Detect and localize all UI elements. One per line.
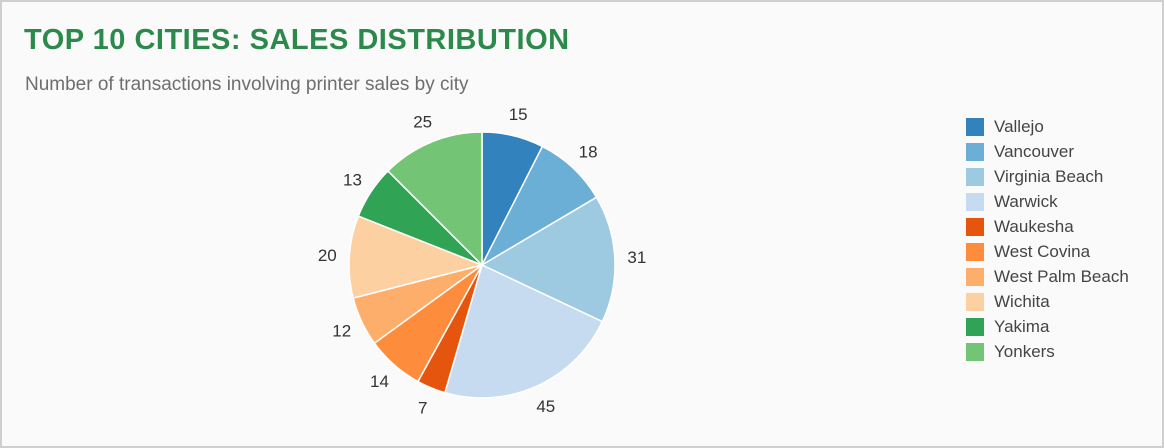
data-label-vallejo: 15 [509, 105, 528, 124]
legend-swatch [966, 167, 984, 186]
legend-swatch [966, 192, 984, 211]
legend-label: Wichita [994, 292, 1050, 312]
legend-label: West Covina [994, 242, 1091, 262]
legend-label: West Palm Beach [994, 267, 1129, 287]
pie-slice-warwick[interactable] [443, 263, 604, 399]
data-label-yonkers: 25 [413, 112, 432, 131]
chart-legend: Vallejo Vancouver Virginia Beach Warwick Wau… [966, 114, 1129, 365]
legend-label: Warwick [994, 191, 1058, 211]
legend-label: Waukesha [994, 216, 1074, 236]
legend-label: Virginia Beach [994, 166, 1104, 186]
legend-item-vallejo[interactable]: Vallejo [966, 114, 1129, 139]
pie-slice-wichita[interactable] [348, 215, 485, 299]
data-label-west-covina: 14 [370, 372, 389, 391]
data-label-warwick: 45 [536, 397, 555, 416]
legend-swatch [966, 243, 984, 262]
data-label-waukesha: 7 [418, 399, 427, 418]
chart-subtitle: Number of transactions involving printer… [25, 74, 469, 95]
legend-item-wichita[interactable]: Wichita [966, 290, 1129, 315]
chart-title: TOP 10 CITIES: SALES DISTRIBUTION [24, 24, 570, 56]
legend-swatch [966, 293, 984, 312]
legend-label: Vallejo [994, 116, 1044, 136]
legend-swatch [966, 268, 984, 287]
legend-label: Yonkers [994, 342, 1055, 362]
legend-swatch [966, 117, 984, 136]
legend-swatch [966, 217, 984, 236]
legend-item-west-palm-beach[interactable]: West Palm Beach [966, 265, 1129, 290]
data-label-virginia-beach: 31 [627, 248, 646, 267]
legend-item-warwick[interactable]: Warwick [966, 189, 1129, 214]
legend-item-yakima[interactable]: Yakima [966, 315, 1129, 340]
legend-swatch [966, 343, 984, 362]
data-label-vancouver: 18 [579, 143, 598, 162]
legend-item-vancouver[interactable]: Vancouver [966, 139, 1129, 164]
data-label-wichita: 20 [318, 246, 337, 265]
legend-item-yonkers[interactable]: Yonkers [966, 340, 1129, 365]
legend-item-virginia-beach[interactable]: Virginia Beach [966, 164, 1129, 189]
data-label-yakima: 13 [343, 170, 362, 189]
legend-label: Yakima [994, 317, 1050, 337]
legend-swatch [966, 318, 984, 337]
data-label-west-palm-beach: 12 [332, 321, 351, 340]
legend-item-waukesha[interactable]: Waukesha [966, 214, 1129, 239]
legend-item-west-covina[interactable]: West Covina [966, 239, 1129, 264]
legend-swatch [966, 142, 984, 161]
legend-label: Vancouver [994, 141, 1075, 161]
pie-slice-yonkers[interactable] [386, 131, 483, 267]
pie-slice-virginia-beach[interactable] [480, 196, 616, 323]
